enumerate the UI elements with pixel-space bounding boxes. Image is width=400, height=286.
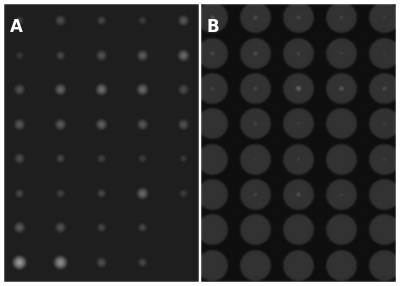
Text: A: A <box>10 18 23 36</box>
Text: B: B <box>207 18 220 36</box>
